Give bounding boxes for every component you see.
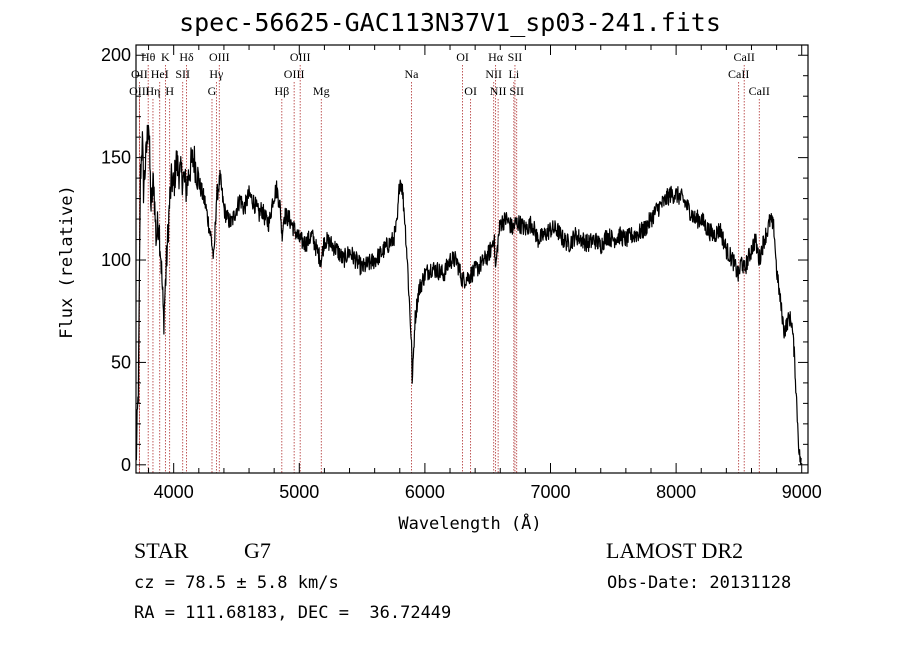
y-tick-label: 150	[101, 148, 131, 168]
spectral-line-label: Mg	[313, 84, 330, 98]
spectral-line-label: CaII	[728, 67, 749, 81]
y-tick-label: 100	[101, 250, 131, 270]
x-tick-label: 7000	[530, 482, 570, 502]
redshift-label: cz = 78.5 ± 5.8 km/s	[134, 573, 339, 593]
spectral-line-label: Hη	[145, 84, 160, 98]
spectral-line-label: OIII	[129, 84, 150, 98]
spectral-line-label: Hβ	[274, 84, 289, 98]
spectral-line-label: Li	[508, 67, 519, 81]
spectral-line-label: SII	[175, 67, 190, 81]
obs-date-label: Obs-Date: 20131128	[607, 573, 792, 593]
survey-label: LAMOST DR2	[606, 538, 744, 563]
x-tick-label: 4000	[154, 482, 194, 502]
spectral-line-label: OI	[456, 50, 469, 64]
spectral-line-label: Hδ	[179, 50, 194, 64]
object-type-label: STAR	[134, 538, 189, 563]
spectral-line-label: SII	[508, 50, 523, 64]
spectral-line-label: OI	[464, 84, 477, 98]
spectral-line-label: CaII	[749, 84, 770, 98]
axis-ticks	[136, 45, 808, 473]
x-tick-label: 8000	[656, 482, 696, 502]
axis-tick-labels: 4000 5000 6000 7000 8000 9000 0 50 100 150 200	[101, 45, 822, 502]
x-tick-label: 5000	[279, 482, 319, 502]
spectral-line-label: Hθ	[141, 50, 156, 64]
spectral-line-label: K	[161, 50, 170, 64]
y-tick-label: 50	[111, 352, 131, 372]
y-tick-label: 200	[101, 45, 131, 65]
spectral-line-label: OIII	[209, 50, 230, 64]
plot-frame	[135, 44, 809, 474]
chart-title: spec-56625-GAC113N37V1_sp03-241.fits	[179, 8, 721, 37]
coordinates-label: RA = 111.68183, DEC = 36.72449	[134, 603, 452, 623]
spectral-line-label: OII	[131, 67, 148, 81]
spectral-line-label: OIII	[290, 50, 311, 64]
spectral-line-label: G	[208, 84, 217, 98]
spectral-line-label: NII	[485, 67, 502, 81]
spectral-line-label: H	[165, 84, 174, 98]
y-axis-label: Flux (relative)	[57, 185, 77, 339]
spectral-line-label: Na	[404, 67, 419, 81]
spectral-line-label: CaII	[734, 50, 755, 64]
spectral-line-label: NII	[490, 84, 507, 98]
flux-series-line	[135, 124, 802, 465]
spectral-line-markers	[138, 65, 760, 473]
spectral-subclass-label: G7	[244, 538, 271, 563]
x-tick-label: 9000	[782, 482, 822, 502]
spectral-line-label: Hα	[488, 50, 504, 64]
spectral-line-label: Hγ	[209, 67, 224, 81]
x-axis-label: Wavelength (Å)	[398, 512, 541, 534]
x-tick-label: 6000	[405, 482, 445, 502]
spectral-line-label: SII	[509, 84, 524, 98]
spectral-line-label: OIII	[284, 67, 305, 81]
y-tick-label: 0	[121, 455, 131, 475]
spectral-line-label: HeI	[151, 67, 169, 81]
